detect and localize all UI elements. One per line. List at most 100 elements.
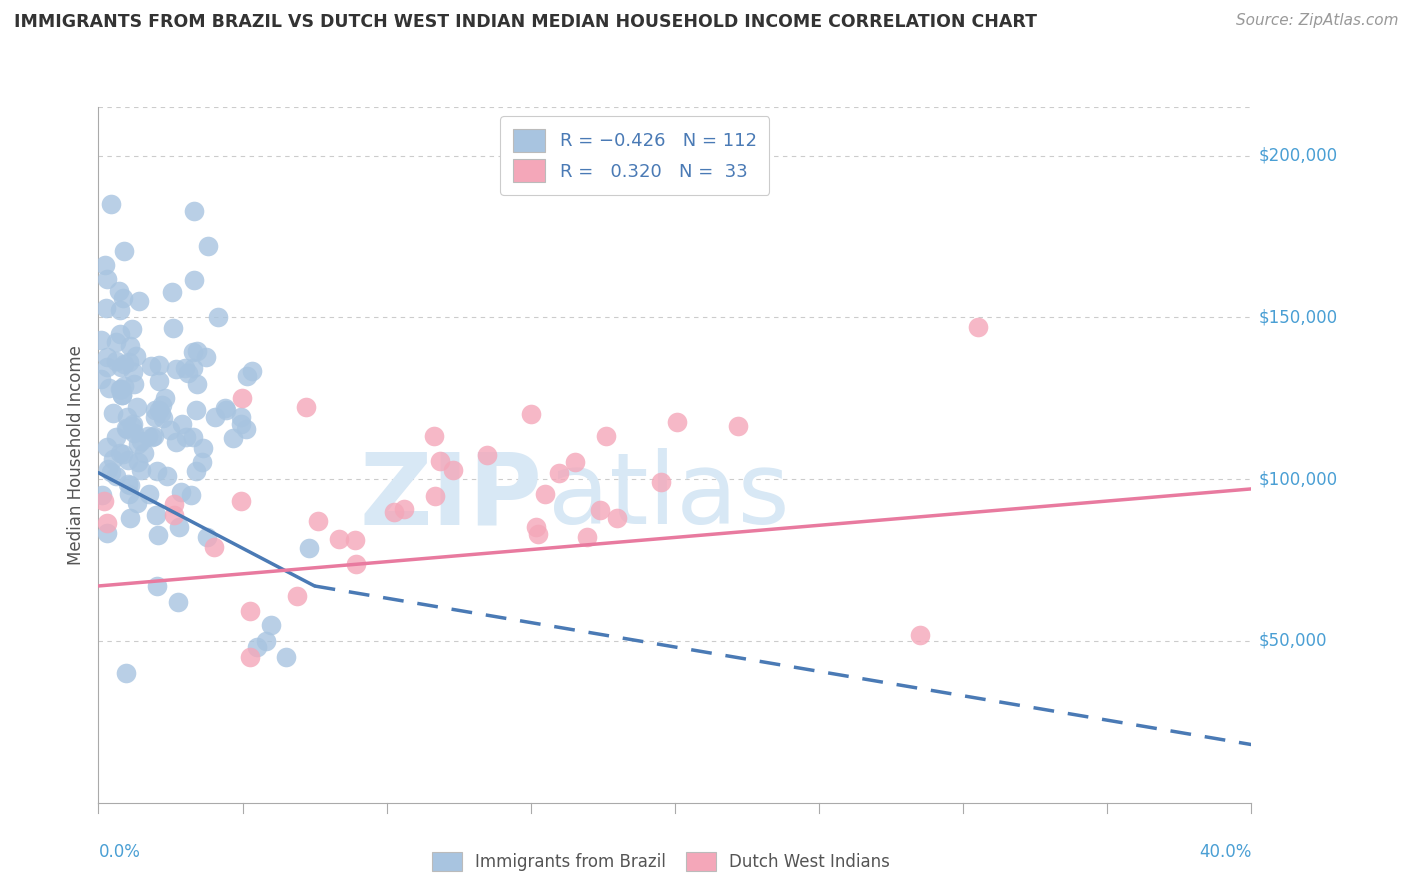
Point (174, 430, 197, 444)
Point (589, 503, 612, 517)
Point (117, 453, 139, 467)
Point (97, 381, 120, 395)
Point (186, 344, 208, 359)
Point (184, 403, 207, 417)
Text: ZIP: ZIP (360, 448, 543, 545)
Point (90, 334, 112, 348)
Point (139, 359, 162, 373)
Point (132, 446, 155, 460)
Text: 0.0%: 0.0% (98, 843, 141, 861)
Point (260, 617, 283, 632)
Point (120, 478, 142, 492)
Point (328, 532, 350, 546)
Point (107, 285, 129, 299)
Point (159, 423, 181, 437)
Point (229, 417, 252, 431)
Point (595, 429, 617, 443)
Point (666, 415, 689, 429)
Point (229, 493, 252, 508)
Point (96, 516, 118, 531)
Point (117, 477, 139, 491)
Point (254, 634, 277, 648)
Point (115, 420, 138, 434)
Point (110, 382, 132, 396)
Point (204, 409, 226, 424)
Y-axis label: Median Household Income: Median Household Income (66, 345, 84, 565)
Point (148, 374, 170, 388)
Point (181, 361, 204, 376)
Point (547, 467, 569, 481)
Point (148, 402, 170, 417)
Point (246, 640, 269, 655)
Point (150, 398, 173, 412)
Text: Source: ZipAtlas.com: Source: ZipAtlas.com (1236, 13, 1399, 29)
Point (429, 454, 451, 468)
Point (90, 372, 112, 386)
Point (477, 448, 499, 462)
Point (194, 350, 217, 364)
Point (344, 557, 367, 571)
Point (108, 303, 131, 318)
Text: atlas: atlas (548, 448, 790, 545)
Point (96, 271, 118, 285)
Point (112, 244, 135, 259)
Point (148, 527, 170, 541)
Point (520, 408, 543, 422)
Point (96, 440, 118, 454)
Point (127, 437, 149, 451)
Point (145, 508, 167, 522)
Point (90, 488, 112, 502)
Point (274, 650, 297, 665)
Point (138, 487, 160, 501)
Point (100, 197, 122, 211)
Point (146, 579, 169, 593)
Point (120, 339, 142, 353)
Point (121, 417, 143, 431)
Point (129, 463, 152, 477)
Point (727, 418, 749, 433)
Point (165, 435, 187, 450)
Point (202, 541, 225, 555)
Point (136, 429, 159, 443)
Point (167, 595, 190, 609)
Text: 40.0%: 40.0% (1199, 843, 1251, 861)
Text: IMMIGRANTS FROM BRAZIL VS DUTCH WEST INDIAN MEDIAN HOUSEHOLD INCOME CORRELATION : IMMIGRANTS FROM BRAZIL VS DUTCH WEST IND… (14, 13, 1038, 31)
Point (94, 258, 117, 272)
Point (153, 391, 176, 405)
Point (966, 320, 988, 334)
Point (152, 411, 174, 425)
Point (423, 489, 446, 503)
Text: $50,000: $50,000 (1258, 632, 1327, 650)
Point (121, 418, 143, 433)
Point (527, 527, 550, 541)
Point (111, 388, 134, 402)
Point (96, 525, 118, 540)
Point (108, 327, 131, 342)
Point (176, 366, 198, 380)
Point (105, 468, 128, 483)
Point (112, 292, 135, 306)
Point (235, 422, 257, 436)
Point (308, 514, 330, 528)
Point (193, 442, 215, 456)
Point (195, 530, 218, 544)
Point (96, 301, 118, 315)
Point (93, 494, 115, 508)
Point (184, 464, 207, 478)
Point (231, 392, 253, 406)
Point (142, 429, 165, 443)
Point (101, 406, 124, 420)
Point (229, 409, 252, 424)
Point (181, 429, 204, 443)
Point (382, 505, 405, 519)
Point (112, 447, 135, 461)
Point (141, 430, 163, 444)
Point (97, 461, 120, 475)
Point (105, 430, 128, 444)
Text: $100,000: $100,000 (1258, 470, 1337, 488)
Point (162, 508, 184, 522)
Point (117, 410, 139, 425)
Point (149, 406, 172, 420)
Point (121, 366, 143, 380)
Point (534, 487, 557, 501)
